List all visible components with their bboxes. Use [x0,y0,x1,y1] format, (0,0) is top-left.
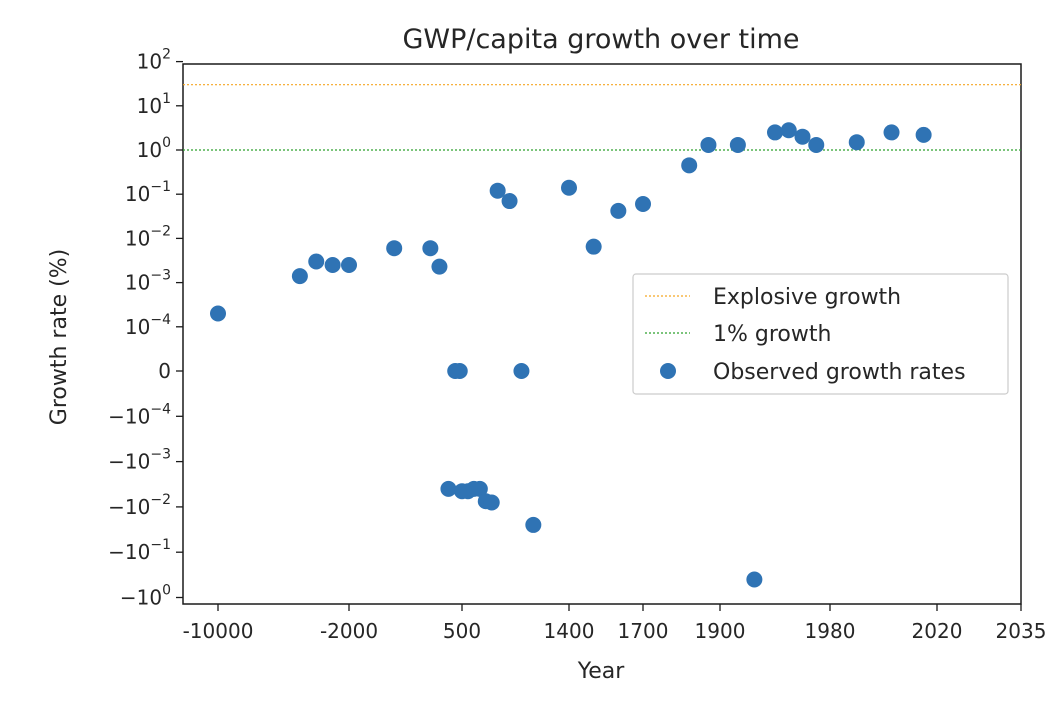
legend-label: Explosive growth [713,285,901,310]
data-point [513,363,530,379]
data-point [746,571,763,588]
data-point [431,258,448,275]
data-point [848,134,865,151]
data-point [386,240,403,257]
data-point [210,305,226,322]
data-point [471,480,488,497]
chart-title: GWP/capita growth over time [402,24,799,55]
x-tick-label: -2000 [320,619,378,643]
y-axis-label: Growth rate (%) [47,249,72,425]
legend: Explosive growth 1% growth Observed growth… [632,273,1009,395]
data-point [561,179,577,196]
data-point [422,240,439,257]
y-tick-label: 10−2 [125,223,171,250]
x-tick-label: 1400 [544,619,595,643]
y-tick-label: 10−4 [125,312,171,339]
data-point [794,128,811,145]
y-tick-label: −10−2 [108,492,171,519]
data-point [767,124,783,141]
data-point [451,363,468,379]
data-point [341,257,357,274]
legend-label: 1% growth [713,322,831,347]
x-tick-label: 1700 [618,619,669,643]
plot-area: -10000 -2000 500 1400 1700 1900 1980 2020 2035 10… [108,47,1046,643]
x-tick-label: 1900 [695,619,746,643]
data-point [308,253,325,270]
data-point [635,196,651,213]
data-point [324,257,341,274]
x-tick-label: 500 [443,619,481,643]
data-point [501,193,518,210]
y-tick-label: −10−4 [108,401,171,428]
data-point [883,124,900,141]
y-tick-label: 102 [137,47,171,74]
data-point [585,238,602,255]
x-tick-label: 2020 [912,619,963,643]
data-point [440,480,457,497]
data-point [915,126,932,143]
x-tick-label: -10000 [183,619,254,643]
plot-frame [182,63,1022,605]
y-tick-label: −10−1 [108,537,171,564]
y-tick-label: 0 [158,359,171,383]
data-point [610,202,627,219]
x-tick-label: 1980 [805,619,856,643]
data-point [489,182,506,199]
data-point [780,122,797,139]
data-point [700,136,717,153]
y-tick-label: 10−1 [125,179,171,206]
legend-label: Observed growth rates [713,360,966,385]
data-point [808,136,825,153]
y-tick-label: 10−3 [125,268,171,295]
y-tick-label: 101 [137,91,171,118]
x-axis-label: Year [577,659,626,684]
legend-box [632,273,1009,395]
data-point [483,494,500,511]
x-tick-label: 2035 [996,619,1047,643]
legend-marker-swatch [660,363,676,379]
data-point [681,157,698,174]
data-point [291,268,308,285]
y-tick-label: −10−3 [108,447,171,474]
y-tick-label: −100 [120,583,171,610]
y-tick-label: 100 [137,135,171,162]
data-point [729,136,746,153]
data-point [525,516,542,533]
